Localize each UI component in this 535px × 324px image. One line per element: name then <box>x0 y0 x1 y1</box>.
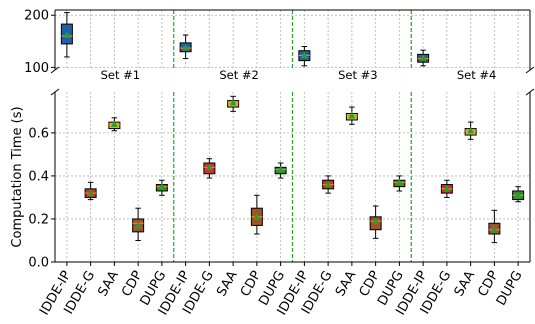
top-y-tick-label: 200 <box>24 9 49 24</box>
top-box-mean-marker <box>182 44 190 51</box>
x-tick-label: SAA <box>214 268 240 299</box>
x-tick-label: SAA <box>333 268 359 299</box>
set-label: Set #2 <box>219 68 259 82</box>
box-mean-marker <box>395 178 403 186</box>
axis-break-mark <box>525 66 535 74</box>
y-tick-label: 0.6 <box>28 126 49 141</box>
top-box-mean-marker <box>300 51 308 59</box>
y-axis-title: Computation Time (s) <box>10 106 25 247</box>
box-mean-marker <box>443 185 451 192</box>
top-box-mean-marker <box>63 31 71 38</box>
box-mean-marker <box>277 165 285 173</box>
box-mean-marker <box>110 120 118 128</box>
set-label: Set #3 <box>338 68 378 82</box>
box-mean-marker <box>253 213 261 220</box>
set-label: Set #1 <box>101 68 141 82</box>
box-mean-marker <box>514 191 522 199</box>
axis-break-mark <box>50 66 60 74</box>
box-mean-marker <box>490 226 498 233</box>
x-tick-label: SAA <box>96 268 122 299</box>
box-mean-marker <box>324 181 332 188</box>
box-mean-marker <box>134 221 142 229</box>
box-mean-marker <box>158 183 166 190</box>
top-y-tick-label: 100 <box>24 61 49 76</box>
box-mean-marker <box>348 112 356 119</box>
y-tick-label: 0.4 <box>28 169 49 184</box>
box-mean-marker <box>229 99 237 106</box>
y-tick-label: 0.2 <box>28 212 49 227</box>
axis-break-mark <box>50 88 60 96</box>
set-label: Set #4 <box>457 68 497 82</box>
top-box-mean-marker <box>419 54 427 61</box>
axis-break-mark <box>525 88 535 96</box>
box-mean-marker <box>205 163 213 171</box>
box-mean-marker <box>87 189 95 196</box>
y-tick-label: 0.0 <box>28 256 49 271</box>
box-mean-marker <box>372 217 380 224</box>
box-mean-marker <box>467 127 475 134</box>
x-tick-label: SAA <box>452 268 478 299</box>
